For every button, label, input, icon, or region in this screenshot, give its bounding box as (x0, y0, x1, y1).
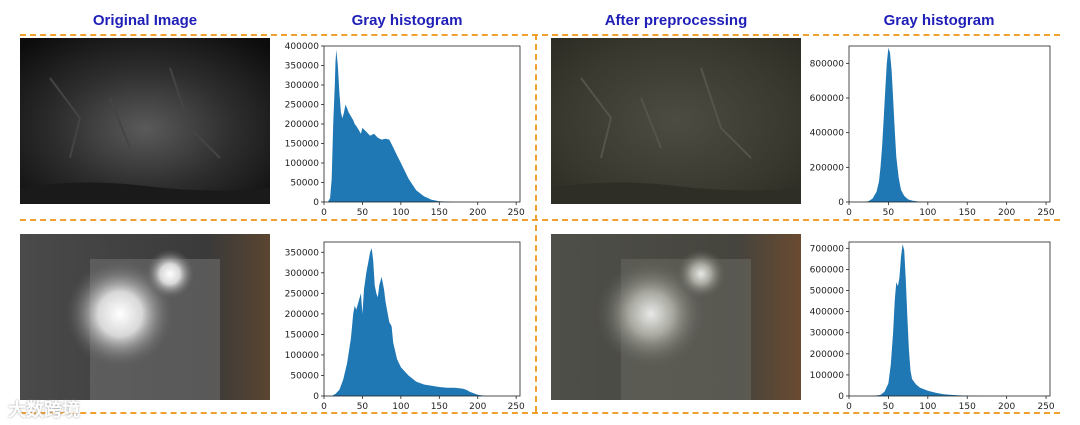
histogram-area (849, 47, 1050, 203)
x-tick-label: 50 (357, 208, 369, 218)
gray-histogram-title-2: Gray histogram (883, 12, 995, 29)
x-tick-label: 200 (998, 208, 1015, 218)
y-tick-label: 0 (838, 198, 844, 208)
y-tick-label: 300000 (810, 329, 845, 339)
y-tick-label: 400000 (810, 129, 845, 139)
y-tick-label: 100000 (285, 159, 320, 169)
y-tick-label: 200000 (285, 310, 320, 320)
histogram-preprocessed-top: 0 50 100 150 200 250 0 200000 400000 600000 800000 (805, 40, 1060, 220)
y-tick-label: 50000 (290, 179, 319, 189)
y-tick-label: 400000 (810, 308, 845, 318)
y-tick-label: 200000 (810, 163, 845, 173)
x-tick-label: 250 (1037, 402, 1054, 412)
x-tick-label: 150 (959, 402, 976, 412)
x-tick-label: 0 (321, 208, 327, 218)
y-tick-label: 50000 (290, 371, 319, 381)
histogram-original-bottom: 0 50 100 150 200 250 0 50000 100000 150000 200000 2… (270, 236, 525, 416)
histogram-svg: 0 50 100 150 200 250 0 50000 100000 150000 200000 2… (285, 42, 525, 218)
x-tick-label: 100 (392, 402, 409, 412)
y-tick-label: 0 (313, 392, 319, 402)
y-tick-label: 150000 (285, 140, 320, 150)
original-image-title: Original Image (92, 12, 198, 29)
y-tick-label: 200000 (810, 350, 845, 360)
x-tick-label: 200 (469, 208, 486, 218)
y-tick-label: 350000 (285, 62, 320, 72)
x-tick-label: 150 (431, 208, 448, 218)
x-tick-label: 50 (883, 402, 895, 412)
y-tick-label: 150000 (285, 330, 320, 340)
y-tick-label: 350000 (285, 248, 320, 258)
plot-frame (848, 45, 1051, 203)
x-tick-label: 250 (508, 208, 525, 218)
preprocessed-image-top (551, 38, 801, 204)
vertical-separator (535, 34, 537, 412)
x-tick-label: 0 (321, 402, 327, 412)
y-tick-label: 250000 (285, 101, 320, 111)
y-tick-label: 800000 (810, 59, 845, 69)
original-image-top (20, 38, 270, 204)
x-tick-label: 250 (508, 402, 525, 412)
x-tick-label: 100 (919, 402, 936, 412)
x-tick-label: 50 (883, 208, 895, 218)
x-tick-label: 0 (846, 402, 852, 412)
y-tick-label: 300000 (285, 269, 320, 279)
gray-histogram-title-1: Gray histogram (351, 12, 463, 29)
histogram-preprocessed-bottom: 0 50 100 150 200 250 0 100000 200000 300000 400000… (805, 236, 1060, 416)
plot-frame (323, 241, 521, 397)
y-tick-label: 700000 (810, 244, 845, 254)
preprocessed-image-bottom (551, 234, 801, 400)
histogram-area (324, 248, 520, 396)
original-image-bottom (20, 234, 270, 400)
watermark-text: 大数跨境 (8, 400, 80, 421)
x-tick-label: 100 (392, 208, 409, 218)
histogram-svg: 0 50 100 150 200 250 0 200000 400000 600000 800000 (810, 45, 1055, 218)
y-tick-label: 100000 (810, 371, 845, 381)
histogram-svg: 0 50 100 150 200 250 0 100000 200000 300000 400000… (810, 241, 1055, 412)
y-tick-label: 600000 (810, 265, 845, 275)
plot-frame (848, 241, 1051, 397)
histogram-area (849, 244, 1050, 396)
y-tick-label: 300000 (285, 81, 320, 91)
y-tick-label: 600000 (810, 94, 845, 104)
y-tick-label: 500000 (810, 287, 845, 297)
y-tick-label: 200000 (285, 120, 320, 130)
y-tick-label: 0 (313, 198, 319, 208)
middle-separator (20, 219, 1060, 221)
x-tick-label: 0 (846, 208, 852, 218)
x-tick-label: 250 (1037, 208, 1054, 218)
x-tick-label: 100 (919, 208, 936, 218)
y-tick-label: 400000 (285, 42, 320, 52)
top-separator (20, 34, 1060, 36)
x-tick-label: 50 (357, 402, 369, 412)
y-tick-label: 0 (838, 392, 844, 402)
x-tick-label: 150 (959, 208, 976, 218)
histogram-area (324, 49, 520, 203)
x-tick-label: 200 (998, 402, 1015, 412)
after-preprocessing-title: After preprocessing (604, 12, 748, 29)
y-tick-label: 100000 (285, 351, 320, 361)
histogram-original-top: 0 50 100 150 200 250 0 50000 100000 150000 200000 2… (270, 40, 525, 220)
histogram-svg: 0 50 100 150 200 250 0 50000 100000 150000 200000 2… (285, 241, 525, 412)
bottom-separator (20, 412, 1060, 414)
y-tick-label: 250000 (285, 289, 320, 299)
x-tick-label: 150 (431, 402, 448, 412)
x-tick-label: 200 (469, 402, 486, 412)
